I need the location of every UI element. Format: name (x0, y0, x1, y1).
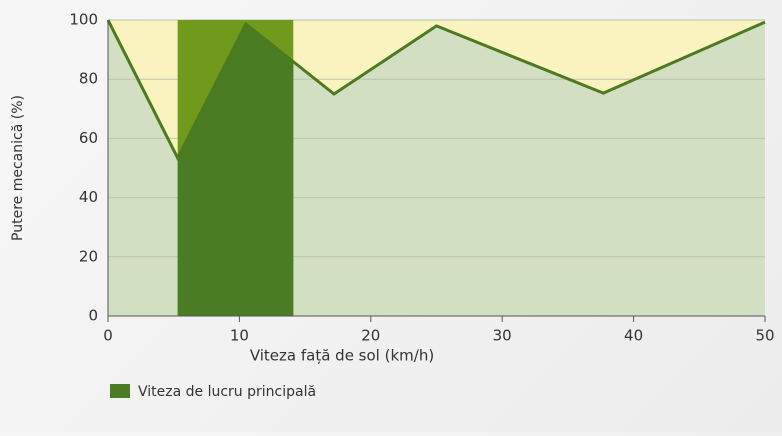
x-tick-label: 50 (755, 327, 774, 345)
legend-swatch (110, 384, 130, 398)
y-tick-label: 40 (79, 188, 98, 206)
y-tick-label: 60 (79, 129, 98, 147)
y-tick-label: 20 (79, 247, 98, 265)
line (106, 19, 766, 162)
x-axis-label: Viteza față de sol (km/h) (250, 347, 434, 365)
x-tick-label: 30 (493, 327, 512, 345)
x-tick-label: 40 (624, 327, 643, 345)
x-tick-label: 0 (103, 327, 113, 345)
y-tick-label: 80 (79, 70, 98, 88)
x-tick-label: 20 (361, 327, 380, 345)
x-tick-label: 10 (230, 327, 249, 345)
legend-label: Viteza de lucru principală (138, 384, 316, 400)
y-tick-label: 0 (88, 307, 98, 325)
y-tick-label: 100 (69, 11, 98, 29)
y-axis-label: Putere mecanică (%) (10, 95, 26, 241)
